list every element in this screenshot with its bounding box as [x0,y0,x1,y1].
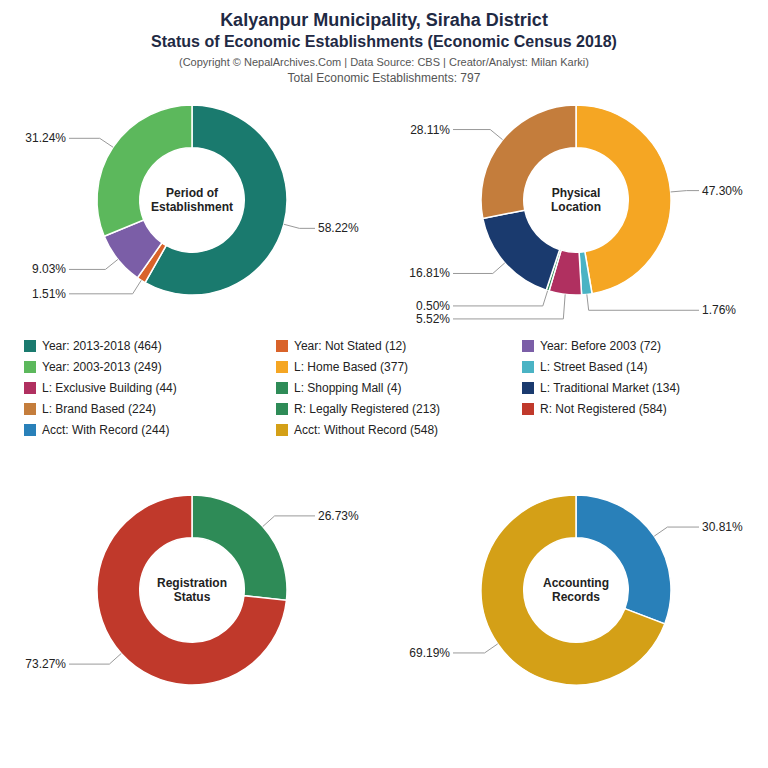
legend-swatch [276,340,288,352]
leader-line [453,130,503,140]
leader-line [453,644,498,653]
title: Kalyanpur Municipality, Siraha District [220,10,548,30]
leader-line [263,516,315,527]
leader-line [453,291,548,306]
legend-swatch [522,382,534,394]
data-label: 0.50% [416,299,450,313]
legend-label: R: Legally Registered (213) [294,402,440,416]
legend-label: Acct: With Record (244) [42,423,169,437]
leader-line [587,294,699,310]
legend-label: Year: Not Stated (12) [294,339,406,353]
legend-label: R: Not Registered (584) [540,402,667,416]
pie-slice [481,495,665,685]
leader-line [69,653,121,664]
legend-label: Year: 2013-2018 (464) [42,339,162,353]
pie-center-label: Establishment [151,200,233,214]
legend-swatch [522,340,534,352]
legend-swatch [24,424,36,436]
pie: Period ofEstablishment 58.22% 31.24% 9.03% 1… [25,105,359,301]
legend-label: L: Street Based (14) [540,360,647,374]
legend-label: Acct: Without Record (548) [294,423,438,437]
pie-center-label: Location [551,200,601,214]
leader-line [654,527,699,536]
legend-label: L: Home Based (377) [294,360,408,374]
legend-swatch [24,361,36,373]
data-label: 1.76% [702,303,736,317]
data-label: 47.30% [702,184,743,198]
pie-center-label: Period of [166,186,219,200]
legend-swatch [276,403,288,415]
pie-center-label: Status [174,590,211,604]
legend-swatch [522,403,534,415]
legend-swatch [24,403,36,415]
subtitle: Total Economic Establishments: 797 [288,71,481,85]
legend-swatch [276,424,288,436]
legend-label: L: Exclusive Building (44) [42,381,177,395]
title: Status of Economic Establishments (Econo… [151,33,617,50]
background [0,0,768,768]
pie: AccountingRecords 30.81% 69.19% [409,495,743,685]
data-label: 69.19% [409,646,450,660]
legend: Year: 2013-2018 (464) Year: Not Stated (1… [24,339,680,437]
pie: PhysicalLocation 47.30% 1.76% 28.11% 16.81% 0… [409,105,743,326]
chart: Kalyanpur Municipality, Siraha District S… [0,0,768,768]
legend-label: L: Brand Based (224) [42,402,156,416]
data-label: 1.51% [32,287,66,301]
legend-label: Year: Before 2003 (72) [540,339,661,353]
data-label: 26.73% [318,509,359,523]
pie-center-label: Accounting [543,576,609,590]
pie-center-label: Records [552,590,600,604]
legend-swatch [276,382,288,394]
legend-swatch [522,361,534,373]
leader-line [69,138,113,147]
data-label: 31.24% [25,131,66,145]
pie-slice [97,495,286,685]
data-label: 5.52% [416,312,450,326]
data-label: 9.03% [32,262,66,276]
legend-swatch [24,340,36,352]
legend-swatch [276,361,288,373]
leader-line [69,259,118,269]
data-label: 30.81% [702,520,743,534]
pie-center-label: Physical [552,186,601,200]
legend-swatch [24,382,36,394]
pie-center-label: Registration [157,576,227,590]
pie: RegistrationStatus 26.73% 73.27% [25,495,359,685]
leader-line [284,224,315,228]
legend-label: Year: 2003-2013 (249) [42,360,162,374]
leader-line [69,280,141,294]
data-label: 73.27% [25,657,66,671]
legend-label: L: Traditional Market (134) [540,381,680,395]
legend-label: L: Shopping Mall (4) [294,381,401,395]
pie-slice [97,105,192,236]
pie-slice [576,495,671,624]
data-label: 28.11% [410,123,450,137]
pie-slice [483,210,560,290]
data-label: 16.81% [409,266,450,280]
leader-line [453,294,565,319]
leader-line [453,263,505,274]
data-label: 58.22% [318,221,359,235]
leader-line [671,191,699,192]
subtitle: (Copyright © NepalArchives.Com | Data So… [179,56,589,68]
